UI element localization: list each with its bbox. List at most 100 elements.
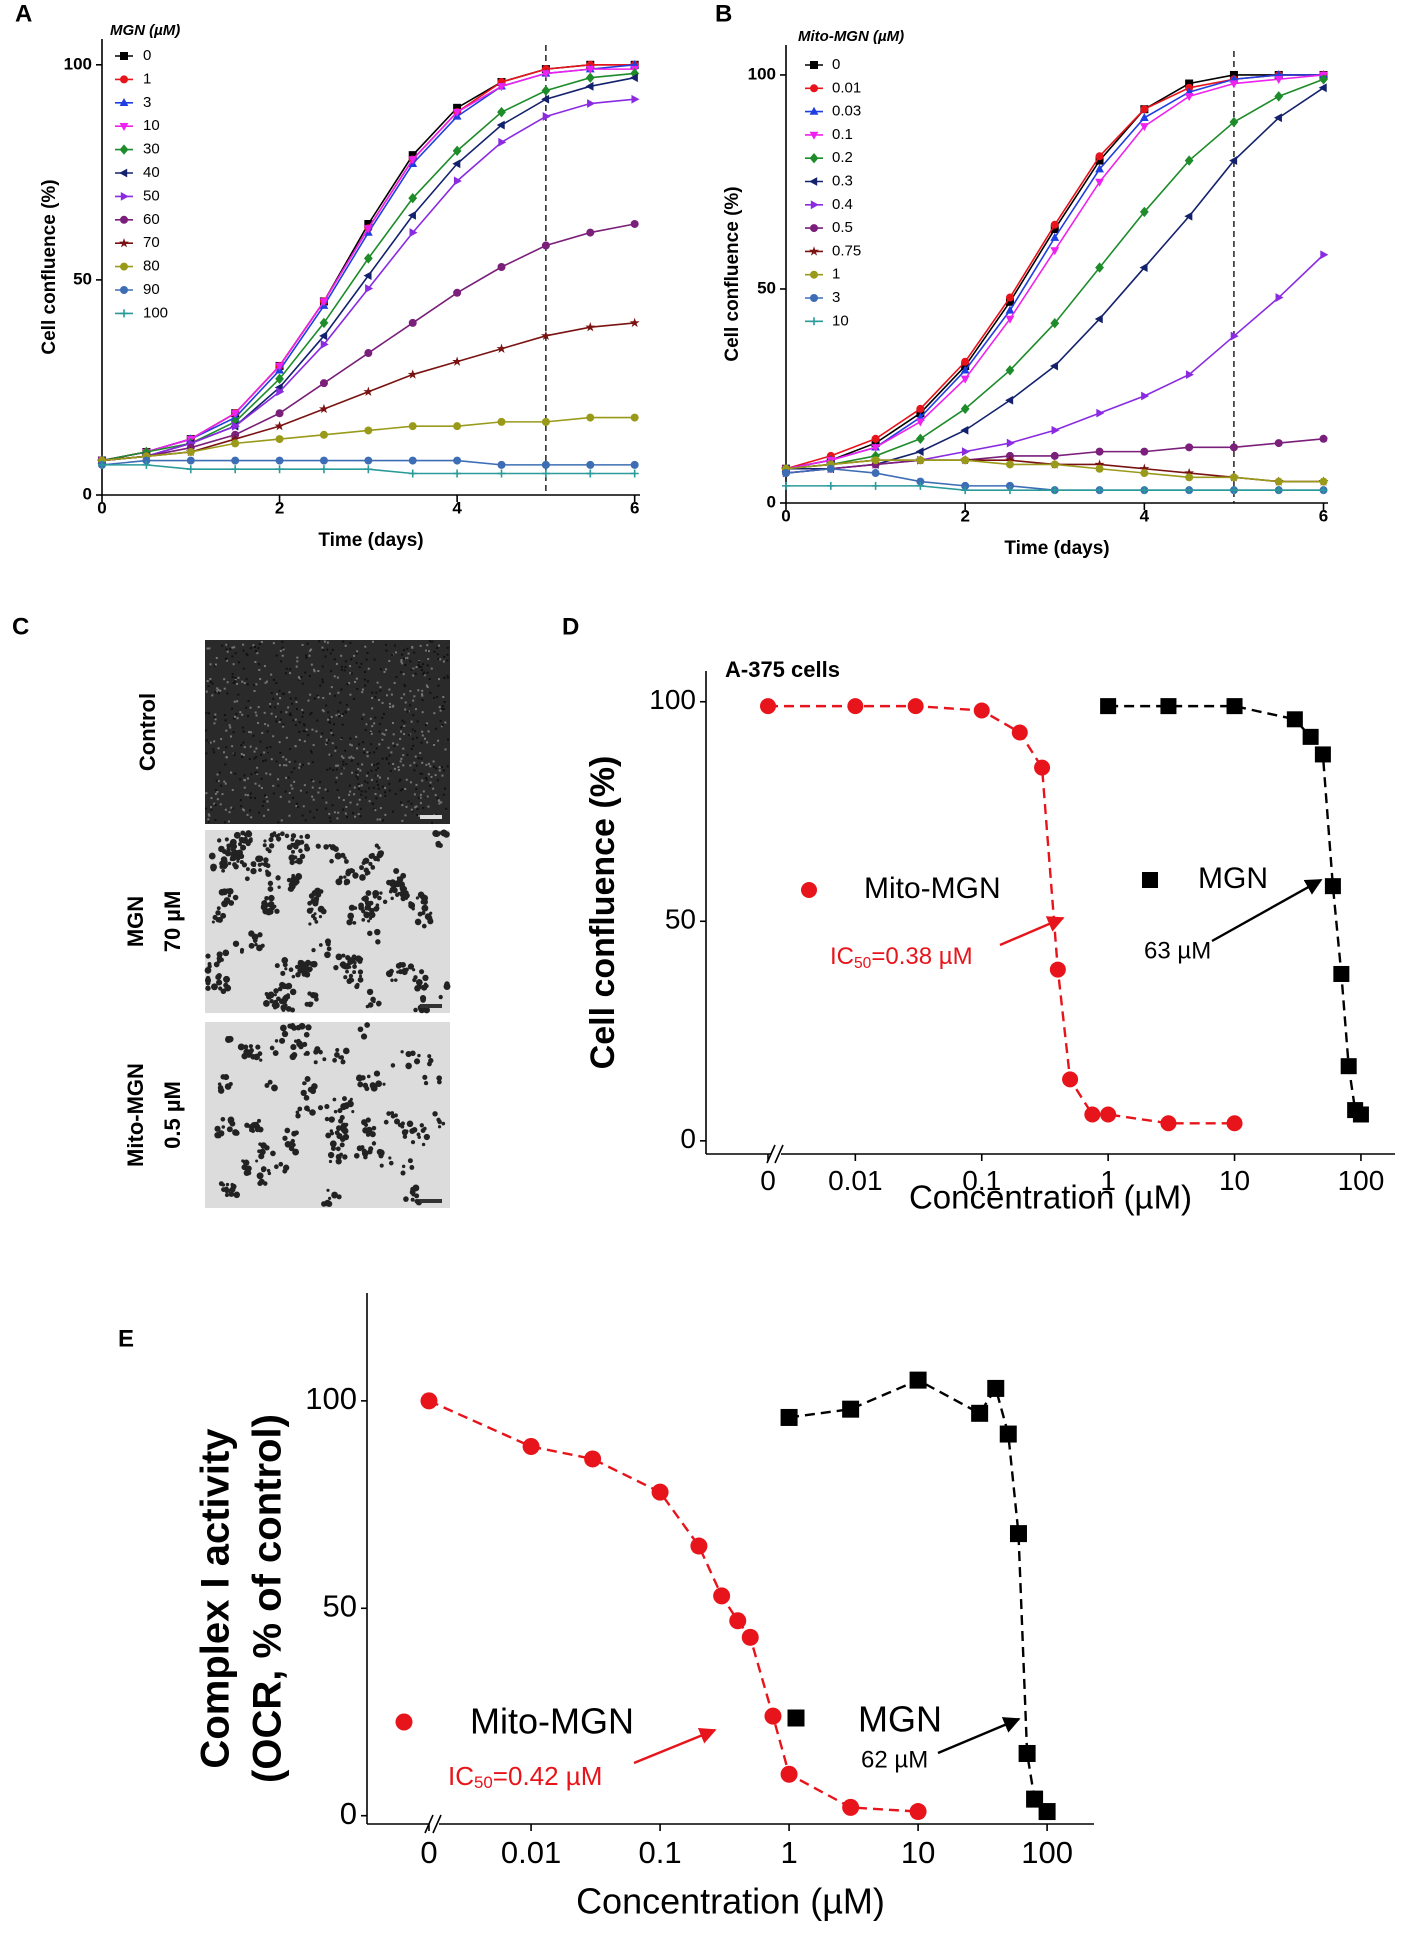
texture: [241, 726, 244, 729]
cell: [328, 843, 332, 847]
texture: [361, 717, 364, 720]
cell: [224, 1083, 232, 1090]
texture: [282, 723, 285, 726]
cell: [291, 849, 295, 854]
texture: [399, 737, 402, 740]
texture: [223, 780, 226, 783]
annotation-arrow: [1211, 878, 1323, 943]
texture: [437, 684, 440, 687]
texture: [305, 791, 308, 794]
texture: [295, 665, 298, 668]
texture: [229, 726, 232, 729]
cell: [337, 1108, 343, 1114]
texture: [373, 722, 376, 725]
texture: [350, 658, 353, 661]
image-background: [205, 830, 450, 1013]
cell: [372, 889, 380, 897]
cell: [374, 928, 381, 936]
texture: [432, 760, 435, 763]
texture: [357, 767, 360, 770]
y-tick-label: 0: [767, 492, 776, 511]
texture: [303, 740, 306, 743]
image-background: [205, 640, 450, 824]
texture: [258, 663, 261, 666]
texture: [245, 652, 248, 655]
texture: [407, 800, 410, 803]
marker: [961, 486, 970, 495]
annotation: IC50=0.42 µM: [448, 1761, 602, 1793]
legend-label: 3: [832, 289, 840, 306]
texture: [243, 774, 246, 777]
texture: [224, 719, 227, 722]
legend-label: 0.2: [832, 149, 853, 166]
texture: [428, 678, 431, 681]
cell: [329, 858, 334, 864]
cell: [233, 863, 239, 870]
cell: [394, 892, 400, 898]
texture: [242, 808, 245, 811]
cell: [275, 875, 281, 881]
texture: [275, 720, 278, 723]
texture: [236, 700, 239, 703]
marker: [1018, 1744, 1036, 1762]
cell: [421, 1142, 426, 1147]
cell: [307, 1001, 313, 1008]
cell: [303, 1031, 310, 1038]
cell: [294, 1039, 298, 1043]
texture: [419, 802, 422, 805]
texture: [294, 697, 297, 700]
cell: [262, 843, 267, 848]
cell: [265, 847, 270, 852]
cell: [284, 994, 288, 998]
cell: [290, 833, 297, 839]
texture: [409, 690, 412, 693]
texture: [339, 701, 342, 704]
cell: [436, 1075, 442, 1081]
texture: [410, 668, 413, 671]
texture: [205, 711, 208, 714]
cell: [377, 895, 382, 901]
texture: [253, 684, 256, 687]
cell: [441, 1121, 446, 1126]
cell: [278, 1161, 284, 1167]
cell: [215, 974, 222, 981]
cell: [238, 836, 245, 843]
texture: [399, 760, 402, 763]
texture: [377, 767, 380, 770]
texture: [316, 694, 319, 697]
marker: [120, 309, 128, 318]
cell: [363, 867, 369, 873]
texture: [328, 753, 331, 756]
marker: [916, 477, 925, 486]
cell: [282, 1135, 288, 1141]
cell: [284, 967, 288, 971]
texture: [412, 674, 415, 677]
cell: [353, 1152, 360, 1159]
texture: [231, 673, 234, 676]
cell: [413, 1007, 418, 1013]
cell: [328, 1159, 333, 1164]
cell: [405, 1062, 412, 1070]
texture: [231, 646, 234, 649]
cell: [274, 908, 280, 914]
fit-line: [428, 1399, 919, 1813]
cell: [368, 1146, 374, 1152]
cell: [371, 1141, 377, 1146]
marker: [1139, 112, 1149, 121]
texture: [363, 748, 366, 751]
texture: [282, 756, 285, 759]
cell: [325, 1132, 332, 1139]
texture: [326, 648, 329, 651]
texture: [240, 744, 243, 747]
texture: [401, 653, 404, 656]
texture: [402, 649, 405, 652]
y-tick-label: 100: [305, 1381, 357, 1416]
texture: [414, 755, 417, 758]
texture: [334, 749, 337, 752]
texture: [258, 784, 261, 787]
cell: [416, 1132, 421, 1137]
texture: [435, 813, 438, 816]
texture: [325, 801, 328, 804]
texture: [259, 678, 262, 681]
x-tick-label: 0: [781, 506, 790, 525]
